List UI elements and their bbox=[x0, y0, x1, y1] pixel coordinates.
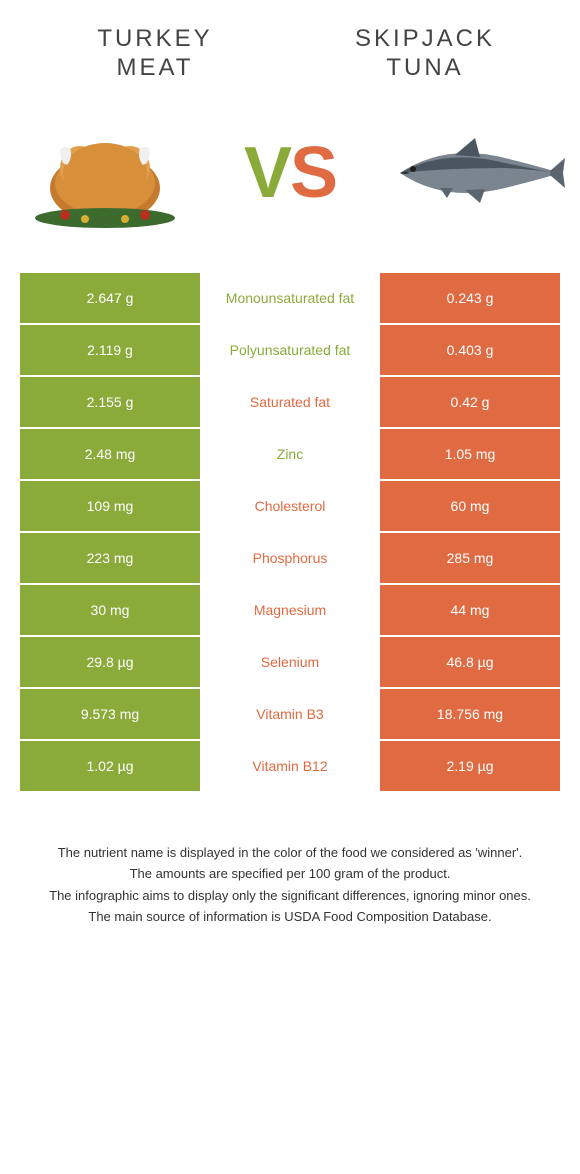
right-value: 0.403 g bbox=[380, 325, 560, 377]
footer-line-1: The nutrient name is displayed in the co… bbox=[25, 843, 555, 863]
table-row: 9.573 mgVitamin B318.756 mg bbox=[20, 689, 560, 741]
table-row: 1.02 µgVitamin B122.19 µg bbox=[20, 741, 560, 793]
right-value: 0.243 g bbox=[380, 273, 560, 325]
nutrient-label: Phosphorus bbox=[200, 533, 380, 585]
table-row: 109 mgCholesterol60 mg bbox=[20, 481, 560, 533]
right-value: 0.42 g bbox=[380, 377, 560, 429]
left-value: 2.48 mg bbox=[20, 429, 200, 481]
table-row: 2.155 gSaturated fat0.42 g bbox=[20, 377, 560, 429]
right-value: 1.05 mg bbox=[380, 429, 560, 481]
left-value: 1.02 µg bbox=[20, 741, 200, 793]
footer-notes: The nutrient name is displayed in the co… bbox=[0, 793, 580, 949]
right-value: 46.8 µg bbox=[380, 637, 560, 689]
nutrient-label: Selenium bbox=[200, 637, 380, 689]
table-row: 29.8 µgSelenium46.8 µg bbox=[20, 637, 560, 689]
nutrient-label: Vitamin B12 bbox=[200, 741, 380, 793]
nutrient-label: Zinc bbox=[200, 429, 380, 481]
table-row: 223 mgPhosphorus285 mg bbox=[20, 533, 560, 585]
vs-s: S bbox=[290, 133, 336, 213]
table-row: 2.647 gMonounsaturated fat0.243 g bbox=[20, 273, 560, 325]
left-value: 30 mg bbox=[20, 585, 200, 637]
left-value: 2.119 g bbox=[20, 325, 200, 377]
right-value: 285 mg bbox=[380, 533, 560, 585]
nutrient-label: Cholesterol bbox=[200, 481, 380, 533]
nutrient-label: Vitamin B3 bbox=[200, 689, 380, 741]
nutrient-label: Polyunsaturated fat bbox=[200, 325, 380, 377]
vs-row: VS bbox=[0, 93, 580, 273]
footer-line-2: The amounts are specified per 100 gram o… bbox=[25, 864, 555, 884]
tuna-image bbox=[385, 113, 565, 233]
right-value: 2.19 µg bbox=[380, 741, 560, 793]
left-value: 2.155 g bbox=[20, 377, 200, 429]
left-value: 2.647 g bbox=[20, 273, 200, 325]
nutrient-label: Magnesium bbox=[200, 585, 380, 637]
table-row: 30 mgMagnesium44 mg bbox=[20, 585, 560, 637]
left-food-title: Turkey meat bbox=[55, 25, 255, 83]
nutrient-label: Saturated fat bbox=[200, 377, 380, 429]
right-value: 60 mg bbox=[380, 481, 560, 533]
footer-line-3: The infographic aims to display only the… bbox=[25, 886, 555, 906]
turkey-image bbox=[15, 113, 195, 233]
left-value: 223 mg bbox=[20, 533, 200, 585]
vs-label: VS bbox=[244, 132, 336, 214]
right-value: 18.756 mg bbox=[380, 689, 560, 741]
table-row: 2.119 gPolyunsaturated fat0.403 g bbox=[20, 325, 560, 377]
footer-line-4: The main source of information is USDA F… bbox=[25, 907, 555, 927]
table-row: 2.48 mgZinc1.05 mg bbox=[20, 429, 560, 481]
left-value: 9.573 mg bbox=[20, 689, 200, 741]
vs-v: V bbox=[244, 133, 290, 213]
right-food-title: Skipjack tuna bbox=[325, 25, 525, 83]
header: Turkey meat Skipjack tuna bbox=[0, 0, 580, 93]
nutrient-table: 2.647 gMonounsaturated fat0.243 g2.119 g… bbox=[20, 273, 560, 793]
left-value: 29.8 µg bbox=[20, 637, 200, 689]
right-value: 44 mg bbox=[380, 585, 560, 637]
left-value: 109 mg bbox=[20, 481, 200, 533]
nutrient-label: Monounsaturated fat bbox=[200, 273, 380, 325]
